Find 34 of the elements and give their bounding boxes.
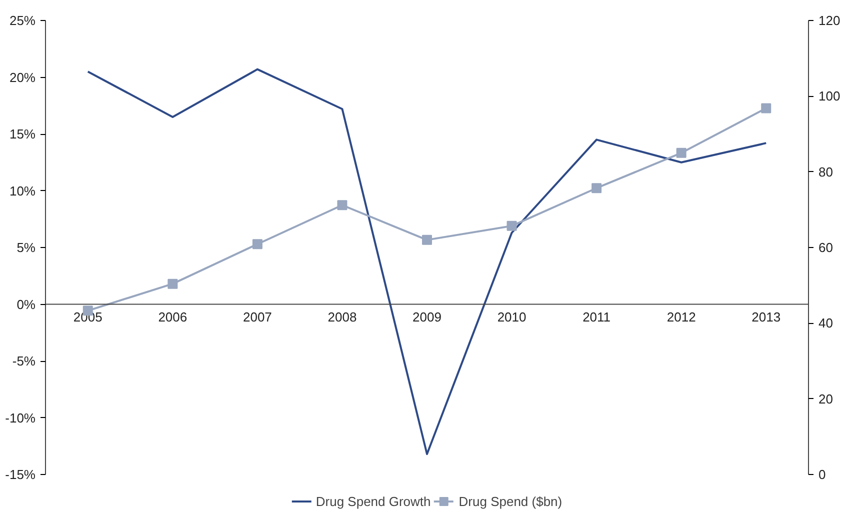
y2-tick-label: 120 bbox=[818, 13, 840, 28]
x-tick-label: 2010 bbox=[497, 309, 526, 324]
point bbox=[761, 103, 772, 114]
point bbox=[506, 220, 517, 231]
y-tick-label: 10% bbox=[9, 183, 36, 198]
point bbox=[676, 148, 686, 158]
y2-tick-label: 100 bbox=[818, 88, 840, 104]
x-tick-label: 2011 bbox=[582, 309, 611, 324]
y-tick-label: 25% bbox=[9, 13, 36, 28]
y2-tick-label: 0 bbox=[818, 467, 826, 482]
y-tick-label: 20% bbox=[9, 70, 36, 85]
y2-tick-label: 80 bbox=[818, 164, 833, 180]
y2-tick-label: 20 bbox=[818, 391, 833, 406]
y-tick-label: 0% bbox=[16, 296, 36, 312]
y2-tick-label: 40 bbox=[818, 316, 833, 331]
y-tick-label: -15% bbox=[5, 467, 36, 482]
y-tick-label: 15% bbox=[9, 126, 36, 142]
x-tick-label: 2007 bbox=[242, 309, 272, 324]
point bbox=[337, 200, 348, 210]
y-tick-label: -5% bbox=[12, 354, 36, 368]
legend-label: Drug Spend ($bn) bbox=[458, 494, 562, 508]
x-tick-label: 2006 bbox=[158, 309, 188, 324]
point bbox=[422, 234, 432, 245]
x-tick-label: 2012 bbox=[666, 309, 696, 324]
x-tick-label: 2009 bbox=[412, 309, 442, 324]
point bbox=[592, 183, 602, 194]
y2-tick-label: 60 bbox=[818, 240, 833, 255]
x-tick-label: 2008 bbox=[328, 309, 357, 324]
y-tick-label: 5% bbox=[16, 240, 36, 255]
x-tick-label: 2013 bbox=[752, 309, 781, 324]
point bbox=[252, 239, 262, 250]
point bbox=[168, 278, 178, 289]
legend-label: Drug Spend Growth bbox=[316, 494, 431, 508]
y-tick-label: -10% bbox=[5, 410, 36, 426]
